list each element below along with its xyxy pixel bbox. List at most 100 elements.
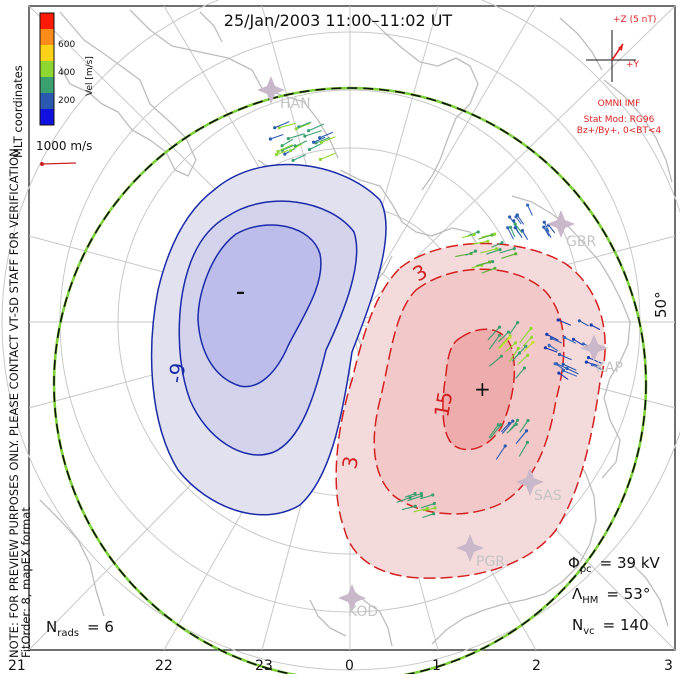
imf-y-label: +Y <box>626 60 640 70</box>
velocity-vector <box>281 143 297 151</box>
velocity-vector <box>319 131 334 139</box>
velocity-vector <box>487 326 500 341</box>
station-marker-icon <box>516 468 544 496</box>
hm-latitude: ΛHM = 53° <box>572 585 650 606</box>
velocity-vector <box>491 242 503 248</box>
velocity-vector <box>488 334 500 350</box>
velocity-vector <box>511 352 520 362</box>
colorbar-cell <box>40 45 54 62</box>
radar-count: Nrads = 6 <box>46 618 114 639</box>
velocity-vector <box>308 123 325 132</box>
velocity-vector <box>500 422 510 433</box>
colorbar-cells <box>40 13 54 126</box>
station-marker-icon <box>456 534 484 562</box>
velocity-vector <box>514 227 523 239</box>
colorbar-tick: 200 <box>58 96 75 106</box>
velocity-vector <box>472 240 488 245</box>
velocity-vector <box>313 136 326 143</box>
potential-minimum-marker: – <box>236 282 245 303</box>
velocity-vector <box>304 130 322 137</box>
velocity-vector <box>557 319 572 326</box>
velocity-vector <box>498 331 509 343</box>
velocity-vector <box>515 216 522 225</box>
velocity-vector <box>498 335 511 349</box>
imf-model-line1: Stat Mod: RG96 <box>584 115 655 125</box>
velocity-vector <box>321 136 336 143</box>
imf-source: OMNI IMF <box>598 99 641 109</box>
velocity-vector <box>518 442 528 457</box>
velocity-vector <box>281 138 294 147</box>
colorbar-cell <box>40 13 54 30</box>
velocity-vector <box>507 227 514 240</box>
station-label: SAS <box>534 488 562 504</box>
velocity-vector <box>564 337 577 344</box>
coastline <box>199 11 223 43</box>
contour-inner <box>197 224 322 388</box>
velocity-vector <box>546 229 552 238</box>
velocity-vector <box>411 493 422 498</box>
velocity-vector <box>521 230 529 240</box>
coastline <box>309 599 347 637</box>
velocity-vector <box>320 152 336 160</box>
velocity-colorbar: 600 400 200 Vel [m/s] <box>39 12 95 126</box>
velocity-vector <box>274 121 290 129</box>
velocity-vector <box>465 250 476 256</box>
velocity-vector <box>290 143 303 152</box>
velocity-vector <box>481 267 496 274</box>
colorbar-frame <box>39 12 55 126</box>
latitude-label: 50° <box>652 291 670 318</box>
station-label: HAN <box>280 96 311 112</box>
station-label: PGR <box>476 554 505 570</box>
velocity-vector <box>421 502 435 509</box>
coastline <box>129 9 339 159</box>
velocity-vector <box>501 253 516 259</box>
velocity-vector <box>420 494 433 500</box>
velocity-vector <box>292 154 307 161</box>
velocity-vector <box>514 223 523 234</box>
velocity-vector <box>276 149 289 156</box>
velocity-vector <box>489 424 502 439</box>
velocity-vector <box>548 344 559 352</box>
velocity-vector <box>573 338 583 346</box>
velocity-vector <box>562 363 577 371</box>
coastline <box>59 11 197 177</box>
velocity-vector <box>508 348 519 363</box>
imf-z-label: +Z (5 nT) <box>613 15 656 25</box>
positive-convection-cell: 3 15 3 + <box>335 242 606 579</box>
mlt-tick-label: 21 <box>8 658 26 674</box>
velocity-vector <box>559 353 572 361</box>
velocity-vector <box>279 122 296 129</box>
velocity-vector <box>510 227 516 238</box>
hm-boundary-dashed <box>53 87 647 678</box>
colorbar-tick: 400 <box>58 68 75 78</box>
velocity-vector-origin <box>486 239 490 243</box>
reference-vector: 1000 m/s <box>36 139 92 166</box>
velocity-vector <box>396 497 411 503</box>
velocity-vector <box>288 133 305 140</box>
velocity-vector <box>519 328 532 344</box>
station-label: GBR <box>566 234 596 250</box>
coastline <box>39 499 105 617</box>
velocity-vector <box>558 372 569 380</box>
mlt-tick-label: 0 <box>345 658 354 674</box>
negative-convection-cell: -9 – <box>150 163 387 516</box>
velocity-vector <box>488 424 499 438</box>
velocity-vector <box>498 336 511 350</box>
velocity-vector <box>551 337 562 344</box>
velocity-vector <box>548 224 556 234</box>
station-kod: KOD <box>338 584 378 620</box>
colorbar-cell <box>40 61 54 78</box>
station-han: HAN <box>257 76 311 112</box>
velocity-vector <box>506 423 517 434</box>
mlt-tick-label: 2 <box>532 658 541 674</box>
meridian-line <box>349 5 537 323</box>
velocity-vector <box>588 357 602 364</box>
velocity-vector <box>404 493 416 498</box>
velocity-vector <box>471 264 482 269</box>
imf-model-line2: Bz+/By+, 0<BT<4 <box>577 126 662 136</box>
velocity-vector <box>422 507 436 512</box>
velocity-vector <box>298 121 312 128</box>
negative-contour-label: -9 <box>163 361 190 385</box>
reference-vector-label: 1000 m/s <box>36 139 92 153</box>
velocity-vector <box>277 144 293 152</box>
